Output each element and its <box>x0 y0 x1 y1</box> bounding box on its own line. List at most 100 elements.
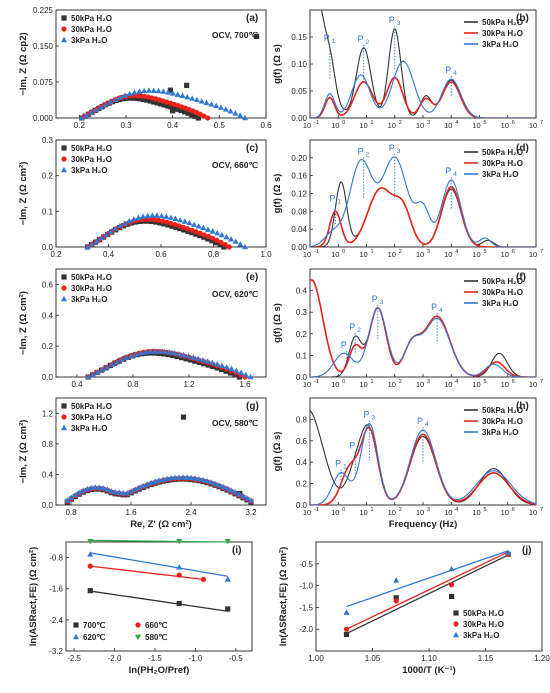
data-point <box>78 114 85 121</box>
fit-line <box>90 539 228 543</box>
peak-label-sub: 4 <box>439 307 443 314</box>
peak-label-sub: 3 <box>380 299 384 306</box>
x-tick-label: 10 <box>303 121 311 130</box>
panel-a: (a) 0.000 0.075 0.150 0.225 −Im, Z (Ω cp2) 0.2… <box>18 6 272 130</box>
data-point <box>393 577 400 583</box>
data-point <box>172 215 179 222</box>
data-point <box>242 243 248 250</box>
data-point <box>137 96 143 102</box>
data-point <box>191 221 198 227</box>
data-point <box>170 108 176 114</box>
data-point <box>236 491 243 497</box>
data-point <box>218 231 225 238</box>
peak-label-sub: 1 <box>332 38 336 45</box>
y-tick-label: -1.5 <box>299 603 313 612</box>
legend-label: 660℃ <box>145 621 167 630</box>
data-point <box>192 475 199 481</box>
data-point <box>393 595 399 601</box>
y-axis-label: g(f) (Ω s) <box>272 174 283 214</box>
legend-marker <box>61 26 67 32</box>
x-tick-label: 10 <box>529 250 537 259</box>
legend-marker <box>61 156 67 162</box>
data-point <box>133 95 140 101</box>
peak-label: P <box>389 15 395 25</box>
data-point <box>147 98 153 104</box>
x-tick-label: 10 <box>416 121 424 130</box>
data-point <box>205 115 211 121</box>
data-point <box>232 489 239 495</box>
data-point <box>126 218 133 224</box>
data-point <box>99 366 106 372</box>
x-tick-label: 10 <box>472 380 480 389</box>
data-point <box>190 354 197 360</box>
legend-label: 3kPa H₂O <box>482 40 518 49</box>
panel-label: (i) <box>232 545 241 556</box>
x-tick-label: 1.15 <box>478 654 494 663</box>
x-tick-exponent: 4 <box>455 120 458 126</box>
legend-label: 50kPa H₂O <box>482 406 523 415</box>
data-point <box>188 112 195 118</box>
x-tick-label: 10 <box>501 508 509 517</box>
data-point <box>179 92 186 99</box>
data-point <box>144 481 151 487</box>
x-tick-label: 10 <box>501 250 509 259</box>
y-tick-label: -0.5 <box>299 560 313 569</box>
data-point <box>222 241 228 248</box>
legend-label: 3kPa H₂O <box>482 170 518 179</box>
data-point <box>209 359 216 366</box>
data-point <box>87 563 93 569</box>
x-tick-label: 0.8 <box>127 380 139 389</box>
data-point <box>165 222 171 228</box>
legend-marker <box>73 622 79 628</box>
data-point <box>84 243 91 250</box>
x-tick-exponent: 2 <box>399 507 402 513</box>
data-point <box>159 218 166 224</box>
data-point <box>232 110 239 116</box>
x-tick-label: 0.6 <box>260 121 272 130</box>
data-point <box>225 606 231 612</box>
data-point <box>172 221 178 228</box>
data-point <box>209 228 216 234</box>
data-point <box>212 480 219 486</box>
x-tick-label: -2.5 <box>67 654 81 663</box>
data-point <box>180 351 187 358</box>
peak-label-sub: 1 <box>349 345 353 352</box>
data-point <box>85 373 92 380</box>
data-point <box>193 96 200 103</box>
data-point <box>92 484 99 490</box>
x-tick-exponent: 6 <box>512 507 515 513</box>
data-point <box>169 90 176 96</box>
x-tick-exponent: 5 <box>484 249 487 255</box>
plot-frame <box>55 268 267 378</box>
data-point <box>154 100 160 106</box>
x-axis-label: Re, Z' (Ω cm²) <box>130 519 192 530</box>
data-point <box>68 494 75 500</box>
x-tick-exponent: 3 <box>427 120 430 126</box>
data-point <box>93 107 100 113</box>
data-point <box>176 600 182 607</box>
data-point <box>216 481 223 488</box>
data-point <box>168 475 175 481</box>
x-tick-exponent: -1 <box>314 507 319 513</box>
data-point <box>140 482 147 489</box>
peak-label-sub: 4 <box>453 171 457 178</box>
y-tick-label: 0.3 <box>42 136 54 145</box>
x-tick-label: 0.6 <box>155 250 167 259</box>
panel-j: (j) -0.5 -1.0 -1.5 -2.0 ln(ASRact,FE) (Ω cm²)… <box>278 541 550 676</box>
data-point <box>100 485 107 491</box>
x-tick-label: 10 <box>529 380 537 389</box>
data-point <box>223 364 230 370</box>
data-point <box>449 582 455 588</box>
legend-marker <box>453 631 459 638</box>
data-point <box>112 96 119 102</box>
y-tick-label: 0.4 <box>42 470 54 479</box>
condition-label: OCV, 620℃ <box>212 289 259 299</box>
data-point <box>132 351 139 357</box>
y-axis-label: g(f) (Ω s) <box>272 303 283 343</box>
x-tick-label: 1.00 <box>308 654 324 663</box>
data-point <box>161 102 167 108</box>
